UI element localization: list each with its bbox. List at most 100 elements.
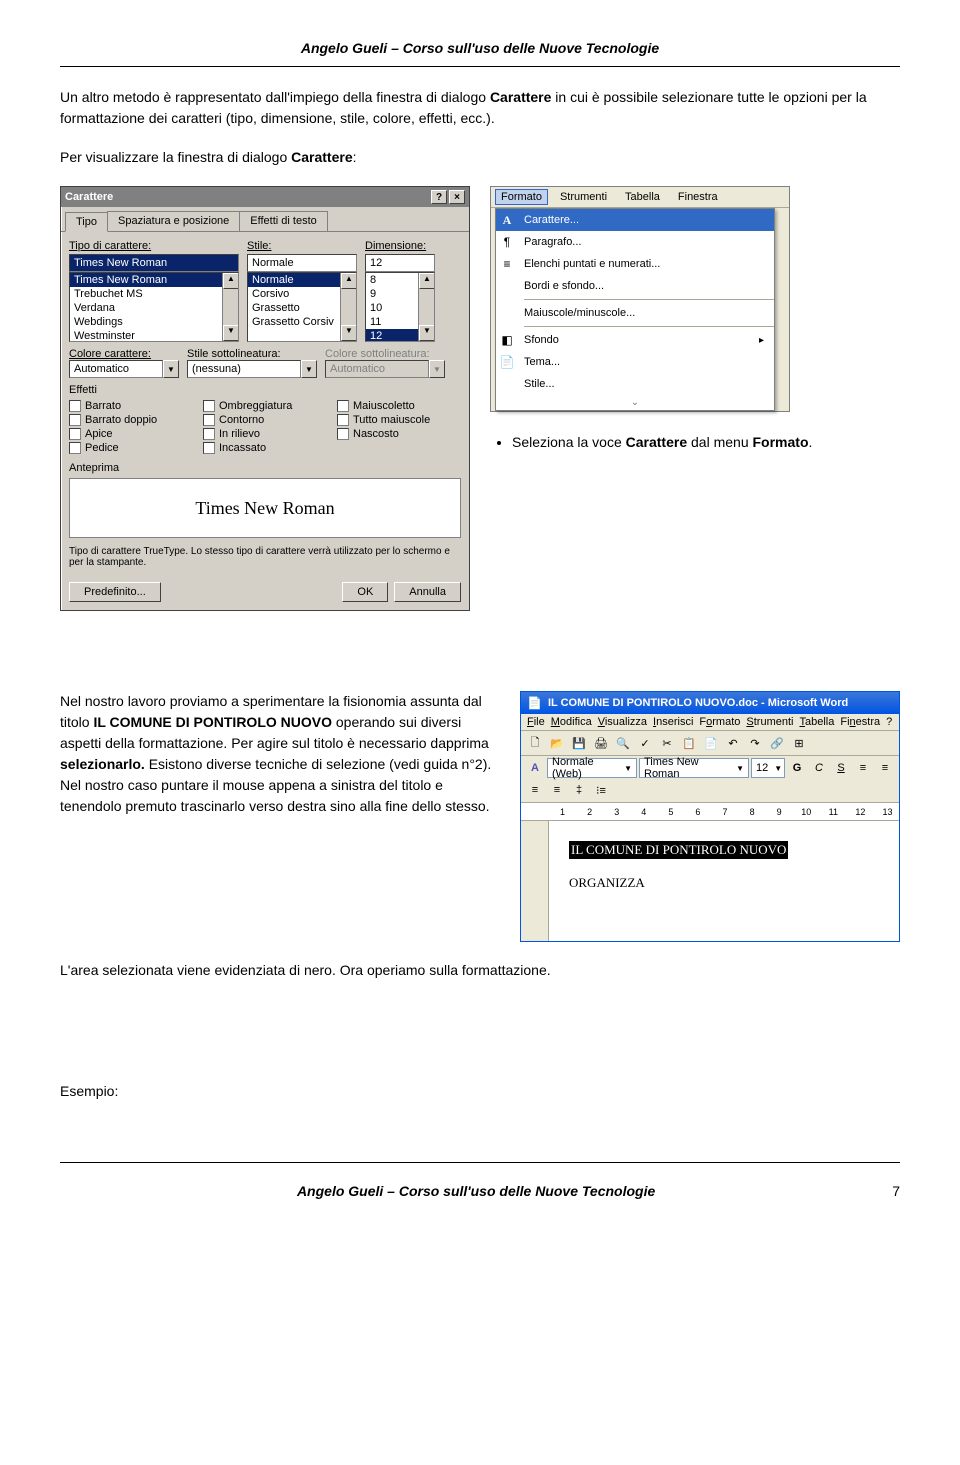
chk-in-rilievo[interactable]: In rilievo <box>203 428 327 440</box>
underline-combo-btn[interactable]: ▼ <box>301 360 317 378</box>
scroll-up[interactable]: ▲ <box>341 273 357 289</box>
menu-item-paragrafo[interactable]: ¶ Paragrafo... <box>496 231 774 253</box>
menu-item-sfondo[interactable]: ◧ Sfondo ▸ <box>496 329 774 351</box>
style-listbox[interactable]: Normale Corsivo Grassetto Grassetto Cors… <box>247 272 357 342</box>
word-menu-formato[interactable]: Formato <box>699 716 740 728</box>
cut-icon[interactable]: ✂ <box>657 733 677 753</box>
ruler[interactable]: 1 2 3 4 5 6 7 8 9 10 11 12 13 <box>521 803 899 821</box>
menu-item-carattere[interactable]: A Carattere... <box>496 209 774 231</box>
chk-ombreggiatura[interactable]: Ombreggiatura <box>203 400 327 412</box>
align-center-icon[interactable]: ≡ <box>875 758 895 778</box>
preview-icon[interactable]: 🔍 <box>613 733 633 753</box>
scroll-up[interactable]: ▲ <box>223 273 239 289</box>
word-menubar: File Modifica Visualizza Inserisci Forma… <box>521 714 899 731</box>
redo-icon[interactable]: ↷ <box>745 733 765 753</box>
word-menu-tabella[interactable]: Tabella <box>799 716 834 728</box>
word-titlebar: 📄 IL COMUNE DI PONTIROLO NUOVO.doc - Mic… <box>521 692 899 714</box>
style-input[interactable]: Normale <box>247 254 357 272</box>
word-menu-strumenti[interactable]: Strumenti <box>746 716 793 728</box>
paste-icon[interactable]: 📄 <box>701 733 721 753</box>
default-button[interactable]: Predefinito... <box>69 582 161 602</box>
scroll-down[interactable]: ▼ <box>223 325 239 341</box>
menu-item-elenchi[interactable]: ≡ Elenchi puntati e numerati... <box>496 253 774 275</box>
chk-incassato[interactable]: Incassato <box>203 442 327 454</box>
scroll-down[interactable]: ▼ <box>419 325 435 341</box>
link-icon[interactable]: 🔗 <box>767 733 787 753</box>
chk-maiuscoletto[interactable]: Maiuscoletto <box>337 400 461 412</box>
font-dialog: Carattere ? × Tipo Spaziatura e posizion… <box>60 186 470 611</box>
line-spacing-icon[interactable]: ‡ <box>569 780 589 800</box>
paragraph-icon: ¶ <box>496 234 518 250</box>
scroll-up[interactable]: ▲ <box>419 273 435 289</box>
word-menu-visualizza[interactable]: Visualizza <box>598 716 647 728</box>
new-icon[interactable]: 🗋 <box>525 733 545 753</box>
chk-nascosto[interactable]: Nascosto <box>337 428 461 440</box>
menu-tabella[interactable]: Tabella <box>619 189 666 205</box>
size-combo[interactable]: 12▼ <box>751 758 785 778</box>
font-listbox[interactable]: Times New Roman Trebuchet MS Verdana Web… <box>69 272 239 342</box>
menu-strumenti[interactable]: Strumenti <box>554 189 613 205</box>
menu-expand[interactable]: ⌄ <box>496 395 774 410</box>
color-combo[interactable]: Automatico <box>69 360 163 378</box>
tab-spaziatura[interactable]: Spaziatura e posizione <box>107 211 240 231</box>
scroll-down[interactable]: ▼ <box>341 325 357 341</box>
print-icon[interactable]: 🖨 <box>591 733 611 753</box>
menu-item-maiuscole[interactable]: Maiuscole/minuscole... <box>496 302 774 324</box>
ok-button[interactable]: OK <box>342 582 388 602</box>
menu-finestra[interactable]: Finestra <box>672 189 724 205</box>
size-listbox[interactable]: 8 9 10 11 12 ▲▼ <box>365 272 435 342</box>
cancel-button[interactable]: Annulla <box>394 582 461 602</box>
menu-item-tema[interactable]: 📄 Tema... <box>496 351 774 373</box>
menu-formato[interactable]: Formato <box>495 189 548 205</box>
help-button[interactable]: ? <box>431 190 447 204</box>
underline-color-combo-btn: ▼ <box>429 360 445 378</box>
align-justify-icon[interactable]: ≡ <box>547 780 567 800</box>
color-combo-btn[interactable]: ▼ <box>163 360 179 378</box>
case-icon <box>496 305 518 321</box>
undo-icon[interactable]: ↶ <box>723 733 743 753</box>
menu-item-bordi[interactable]: Bordi e sfondo... <box>496 275 774 297</box>
font-item-2[interactable]: Verdana <box>70 301 238 315</box>
underline-icon[interactable]: S <box>831 758 851 778</box>
align-left-icon[interactable]: ≡ <box>853 758 873 778</box>
word-menu-inserisci[interactable]: Inserisci <box>653 716 693 728</box>
table-icon[interactable]: ⊞ <box>789 733 809 753</box>
chk-apice[interactable]: Apice <box>69 428 193 440</box>
spell-icon[interactable]: ✓ <box>635 733 655 753</box>
chk-tutto-maiuscole[interactable]: Tutto maiuscole <box>337 414 461 426</box>
selected-title[interactable]: IL COMUNE DI PONTIROLO NUOVO <box>569 841 788 859</box>
chk-contorno[interactable]: Contorno <box>203 414 327 426</box>
align-right-icon[interactable]: ≡ <box>525 780 545 800</box>
chk-pedice[interactable]: Pedice <box>69 442 193 454</box>
dialog-titlebar: Carattere ? × <box>61 187 469 207</box>
size-input[interactable]: 12 <box>365 254 435 272</box>
word-menu-file[interactable]: File <box>527 716 545 728</box>
tab-tipo[interactable]: Tipo <box>65 212 108 232</box>
word-menu-help[interactable]: ? <box>886 716 892 728</box>
chk-barrato-doppio[interactable]: Barrato doppio <box>69 414 193 426</box>
italic-icon[interactable]: C <box>809 758 829 778</box>
numbering-icon[interactable]: ⁝≡ <box>591 780 611 800</box>
save-icon[interactable]: 💾 <box>569 733 589 753</box>
style-combo[interactable]: Normale (Web)▼ <box>547 758 637 778</box>
doc-page[interactable]: IL COMUNE DI PONTIROLO NUOVO ORGANIZZA <box>549 821 899 941</box>
tab-effetti[interactable]: Effetti di testo <box>239 211 327 231</box>
font-item-4[interactable]: Westminster <box>70 329 238 342</box>
menu-item-stile[interactable]: Stile... <box>496 373 774 395</box>
list-icon: ≡ <box>496 256 518 272</box>
word-menu-modifica[interactable]: Modifica <box>551 716 592 728</box>
style-indicator-icon[interactable]: A <box>525 758 545 778</box>
chk-barrato[interactable]: Barrato <box>69 400 193 412</box>
bold-icon[interactable]: G <box>787 758 807 778</box>
word-menu-finestra[interactable]: Finestra <box>840 716 880 728</box>
copy-icon[interactable]: 📋 <box>679 733 699 753</box>
open-icon[interactable]: 📂 <box>547 733 567 753</box>
font-input[interactable]: Times New Roman <box>69 254 239 272</box>
doc-line-2[interactable]: ORGANIZZA <box>569 875 879 891</box>
font-item-3[interactable]: Webdings <box>70 315 238 329</box>
font-item-0[interactable]: Times New Roman <box>70 273 238 287</box>
font-combo[interactable]: Times New Roman▼ <box>639 758 749 778</box>
font-item-1[interactable]: Trebuchet MS <box>70 287 238 301</box>
underline-combo[interactable]: (nessuna) <box>187 360 301 378</box>
close-button[interactable]: × <box>449 190 465 204</box>
